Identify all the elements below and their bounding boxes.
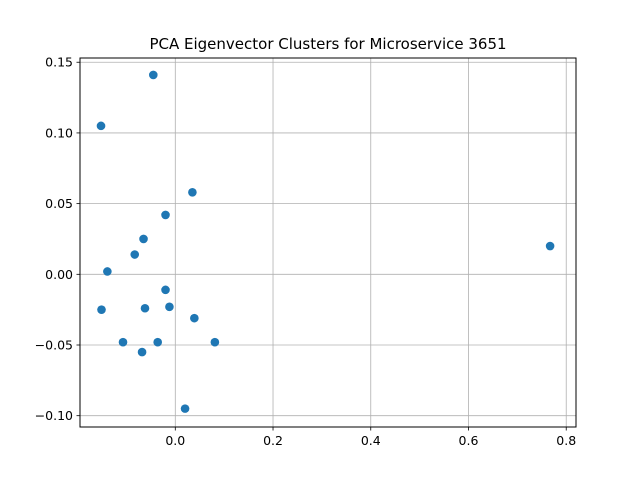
scatter-point	[545, 241, 555, 251]
x-tick-label: 0.2	[263, 433, 283, 448]
scatter-point	[190, 313, 199, 323]
scatter-point	[149, 70, 158, 80]
scatter-point	[96, 121, 106, 131]
x-tick-label: 0.0	[165, 433, 185, 448]
y-tick-label: 0.05	[45, 196, 73, 211]
scatter-point	[188, 188, 197, 197]
scatter-point	[118, 337, 128, 347]
scatter-point	[161, 285, 170, 295]
x-tick-label: 0.6	[459, 433, 479, 448]
grid-lines	[80, 58, 576, 427]
scatter-point	[130, 250, 140, 259]
chart-title: PCA Eigenvector Clusters for Microservic…	[149, 35, 506, 53]
scatter-point	[165, 302, 174, 312]
scatter-point	[103, 267, 112, 276]
axes-frame	[79, 57, 577, 428]
scatter-point	[137, 347, 147, 357]
axis-ticks: 0.0 0.2 0.4 0.6 0.8 −0.10 −0.05 0.00 0.05 0.10 0.1…	[35, 55, 577, 448]
scatter-point	[180, 404, 190, 413]
scatter-point	[161, 210, 170, 220]
x-tick-label: 0.8	[556, 433, 576, 448]
y-tick-label: 0.15	[45, 55, 73, 70]
y-tick-label: 0.00	[45, 267, 73, 282]
scatter-point	[140, 303, 150, 313]
y-tick-label: −0.05	[35, 338, 73, 353]
scatter-point	[139, 234, 148, 244]
data-points	[96, 70, 555, 413]
y-tick-label: −0.10	[35, 408, 73, 423]
scatter-point	[153, 337, 162, 347]
x-tick-label: 0.4	[361, 433, 381, 448]
scatter-point	[97, 305, 106, 314]
y-tick-label: 0.10	[45, 125, 73, 140]
scatter-point	[210, 337, 220, 347]
